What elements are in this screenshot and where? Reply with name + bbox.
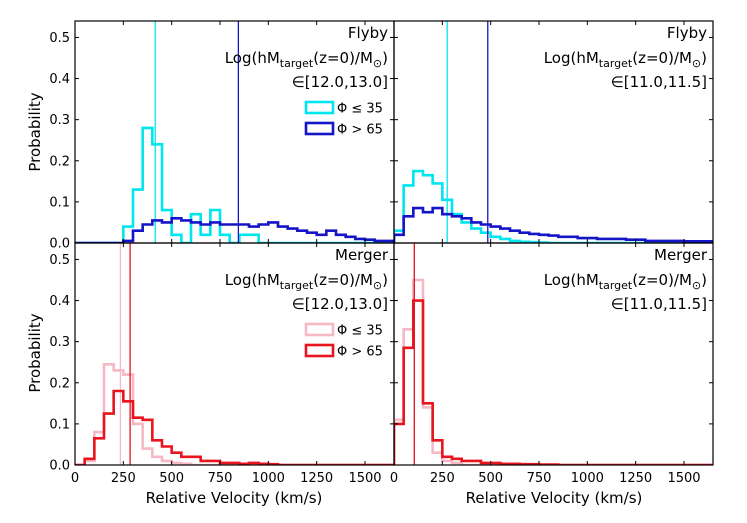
y-tick-label: 0.4: [49, 72, 70, 87]
y-tick-label: 0.3: [49, 335, 70, 350]
mass-label-subscript: ⊙: [692, 279, 701, 292]
event-label: Merger: [335, 246, 389, 264]
x-tick-label: 0: [390, 471, 398, 486]
mass-label-part: Log(hM: [544, 271, 599, 289]
mass-label-part: (z=0)/M: [313, 49, 373, 67]
panel-content: [75, 21, 394, 243]
histogram-low-phi: [75, 362, 394, 465]
histogram-high-phi: [75, 389, 394, 465]
mass-label-part: (z=0)/M: [632, 49, 692, 67]
x-tick-label: 250: [430, 471, 455, 486]
panel-flyby-low: Flyby Log(hMtarget(z=0)/M⊙) ∈[11.0,11.5]: [393, 20, 714, 244]
legend-swatch: [304, 322, 335, 337]
x-tick-label: 250: [111, 471, 136, 486]
mass-label-part: Log(hM: [544, 49, 599, 67]
mass-label-subscript: target: [280, 279, 314, 292]
y-tick-label: 0.5: [49, 31, 70, 46]
mass-label-part: ): [701, 49, 707, 67]
y-tick-label: 0.3: [49, 113, 70, 128]
histogram-high-phi: [394, 299, 713, 465]
mass-label-part: ): [701, 271, 707, 289]
mass-range-label: ∈[12.0,13.0]: [292, 73, 388, 91]
mass-label: Log(hMtarget(z=0)/M⊙): [544, 49, 707, 70]
panel-merger-low: 0 250 500 750 1000 1250 1500 Merger Log(hMtarget…: [390, 242, 714, 486]
mass-label-part: ): [382, 49, 388, 67]
panel-content: [394, 21, 713, 243]
y-axis-label-bottom: Probability: [26, 313, 44, 392]
event-label: Flyby: [667, 24, 707, 42]
x-tick-label: 0: [71, 471, 79, 486]
x-tick-label: 500: [159, 471, 184, 486]
x-tick-label: 1000: [571, 471, 604, 486]
y-tick-label: 0.2: [49, 376, 70, 391]
histogram-high-phi: [75, 217, 394, 243]
panel-flyby-high: 0.0 0.1 0.2 0.3 0.4 0.5 Flyby Log(hMtarget(z=0)…: [49, 20, 395, 252]
mass-label-part: ): [382, 271, 388, 289]
mass-label-subscript: ⊙: [692, 57, 701, 70]
mass-label: Log(hMtarget(z=0)/M⊙): [544, 271, 707, 292]
panel-merger-high: 0 250 500 750 1000 1250 1500 0.0 0.1 0.2 0.3 0.4 0.5…: [49, 242, 395, 486]
x-tick-label: 1250: [619, 471, 652, 486]
y-tick-label: 0.4: [49, 294, 70, 309]
mass-range-label: ∈[12.0,13.0]: [292, 295, 388, 313]
mass-label: Log(hMtarget(z=0)/M⊙): [225, 271, 388, 292]
y-tick-label: 0.2: [49, 154, 70, 169]
panels: 0.00.10.20.30.40.5 FlybyLog(hMtarget(z=0)…: [49, 20, 714, 486]
mass-label: Log(hMtarget(z=0)/M⊙): [225, 49, 388, 70]
x-tick-label: 1500: [667, 471, 700, 486]
mass-label-part: (z=0)/M: [632, 271, 692, 289]
panel-frame: [393, 242, 714, 466]
x-tick-label: 1500: [348, 471, 381, 486]
histogram-high-phi: [394, 206, 713, 243]
y-tick-label: 0.1: [49, 417, 70, 432]
histogram-low-phi: [394, 169, 713, 243]
panel-content: [394, 243, 713, 465]
legend-label: Φ ≤ 35: [337, 102, 383, 117]
mass-label-subscript: ⊙: [373, 279, 382, 292]
mass-label-part: Log(hM: [225, 49, 280, 67]
y-tick-label: 0.5: [49, 253, 70, 268]
x-tick-label: 500: [478, 471, 503, 486]
legend-label: Φ > 65: [337, 123, 383, 138]
mass-label-subscript: target: [599, 279, 633, 292]
x-axis-label-left: Relative Velocity (km/s): [146, 489, 323, 507]
mass-label-part: Log(hM: [225, 271, 280, 289]
x-axis-label-right: Relative Velocity (km/s): [466, 489, 643, 507]
legend-swatch: [304, 121, 335, 136]
mass-label-subscript: ⊙: [373, 57, 382, 70]
x-tick-label: 750: [208, 471, 233, 486]
x-tick-label: 1250: [300, 471, 333, 486]
x-tick-label: 1000: [252, 471, 285, 486]
mass-range-label: ∈[11.0,11.5]: [611, 73, 707, 91]
panel-content: [75, 243, 394, 465]
mass-label-subscript: target: [280, 57, 314, 70]
legend-label: Φ > 65: [337, 345, 383, 360]
event-label: Flyby: [348, 24, 388, 42]
legend-swatch: [304, 100, 335, 115]
y-tick-label: 0.0: [49, 237, 70, 252]
y-tick-label: 0.0: [49, 459, 70, 474]
legend-swatch: [304, 343, 335, 358]
mass-label-part: (z=0)/M: [313, 271, 373, 289]
x-tick-label: 750: [527, 471, 552, 486]
legend-label: Φ ≤ 35: [337, 324, 383, 339]
y-tick-label: 0.1: [49, 195, 70, 210]
mass-label-subscript: target: [599, 57, 633, 70]
event-label: Merger: [654, 246, 708, 264]
y-axis-label-top: Probability: [26, 92, 44, 171]
mass-range-label: ∈[11.0,11.5]: [611, 295, 707, 313]
